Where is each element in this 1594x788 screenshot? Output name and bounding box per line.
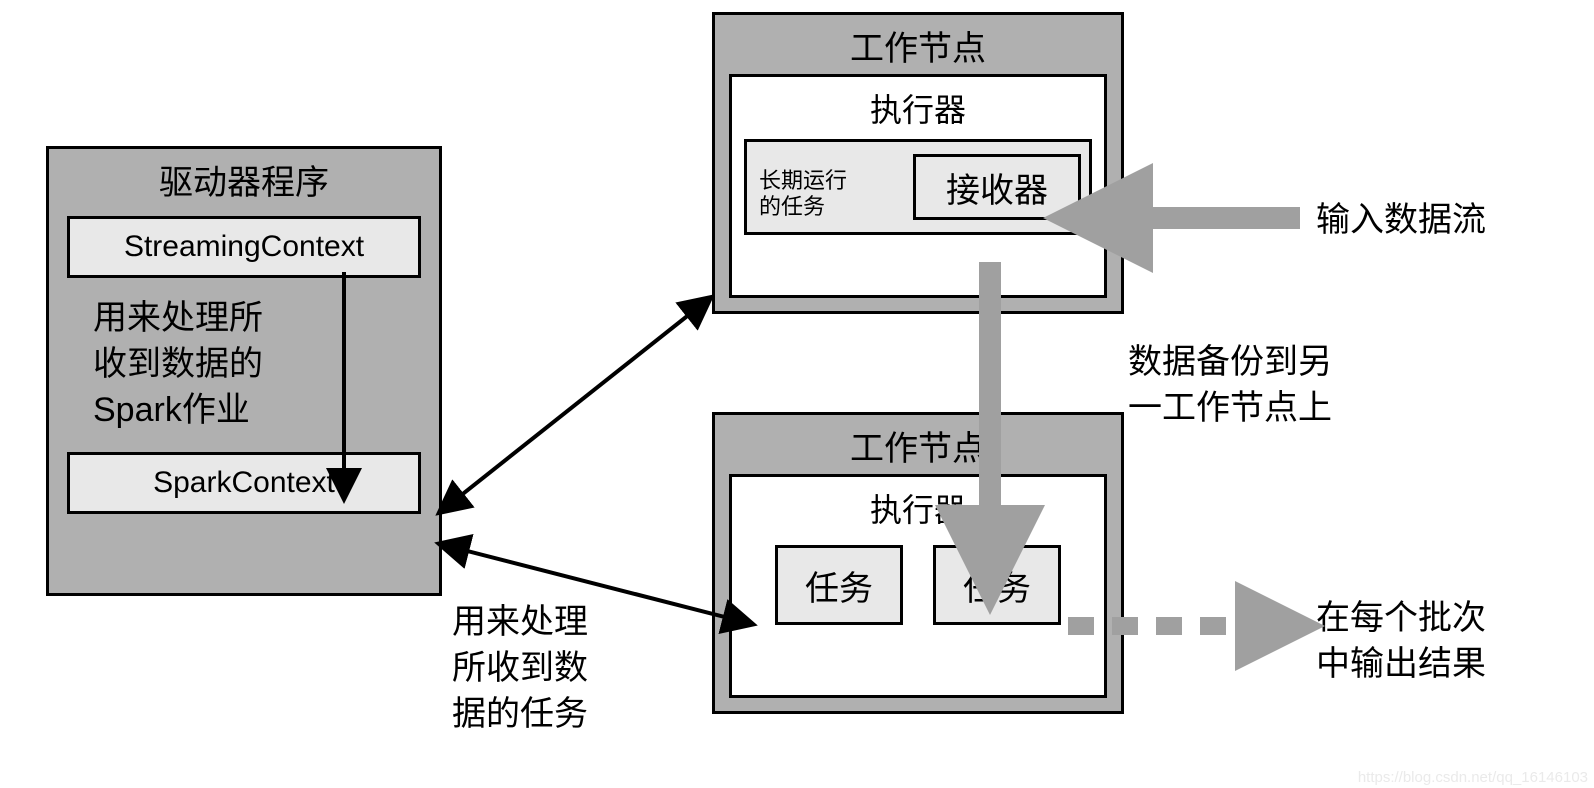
worker-node-1-box: 工作节点 执行器 长期运行 的任务 接收器 bbox=[712, 12, 1124, 314]
task-handler-label: 用来处理 所收到数 据的任务 bbox=[452, 600, 588, 738]
worker1-longtask-label: 长期运行 的任务 bbox=[747, 154, 847, 221]
output-label: 在每个批次 中输出结果 bbox=[1316, 596, 1486, 688]
worker1-executor-box: 执行器 长期运行 的任务 接收器 bbox=[729, 74, 1107, 298]
driver-program-box: 驱动器程序 StreamingContext 用来处理所 收到数据的 Spark… bbox=[46, 146, 442, 596]
worker2-title: 工作节点 bbox=[715, 415, 1121, 474]
spark-context-label: SparkContext bbox=[153, 466, 335, 500]
worker-node-2-box: 工作节点 执行器 任务 任务 bbox=[712, 412, 1124, 714]
driver-title: 驱动器程序 bbox=[49, 149, 439, 208]
streaming-context-box: StreamingContext bbox=[67, 216, 421, 278]
watermark-text: https://blog.csdn.net/qq_16146103 bbox=[1358, 769, 1588, 786]
arrow-spark-to-worker1 bbox=[440, 298, 710, 512]
worker2-task2-label: 任务 bbox=[963, 561, 1031, 610]
worker2-task1-box: 任务 bbox=[775, 545, 903, 625]
worker2-task1-label: 任务 bbox=[805, 561, 873, 610]
backup-label: 数据备份到另 一工作节点上 bbox=[1128, 340, 1332, 432]
driver-middle-label: 用来处理所 收到数据的 Spark作业 bbox=[49, 278, 439, 434]
input-stream-label: 输入数据流 bbox=[1316, 198, 1486, 244]
spark-context-box: SparkContext bbox=[67, 452, 421, 514]
worker1-receiver-box: 接收器 bbox=[913, 154, 1081, 220]
worker1-receiver-label: 接收器 bbox=[946, 163, 1048, 212]
worker1-executor-label: 执行器 bbox=[732, 85, 1104, 137]
worker1-longtask-box: 长期运行 的任务 接收器 bbox=[744, 139, 1092, 235]
worker2-executor-box: 执行器 任务 任务 bbox=[729, 474, 1107, 698]
worker1-title: 工作节点 bbox=[715, 15, 1121, 74]
worker2-executor-label: 执行器 bbox=[732, 485, 1104, 537]
worker2-task2-box: 任务 bbox=[933, 545, 1061, 625]
streaming-context-label: StreamingContext bbox=[124, 230, 364, 264]
